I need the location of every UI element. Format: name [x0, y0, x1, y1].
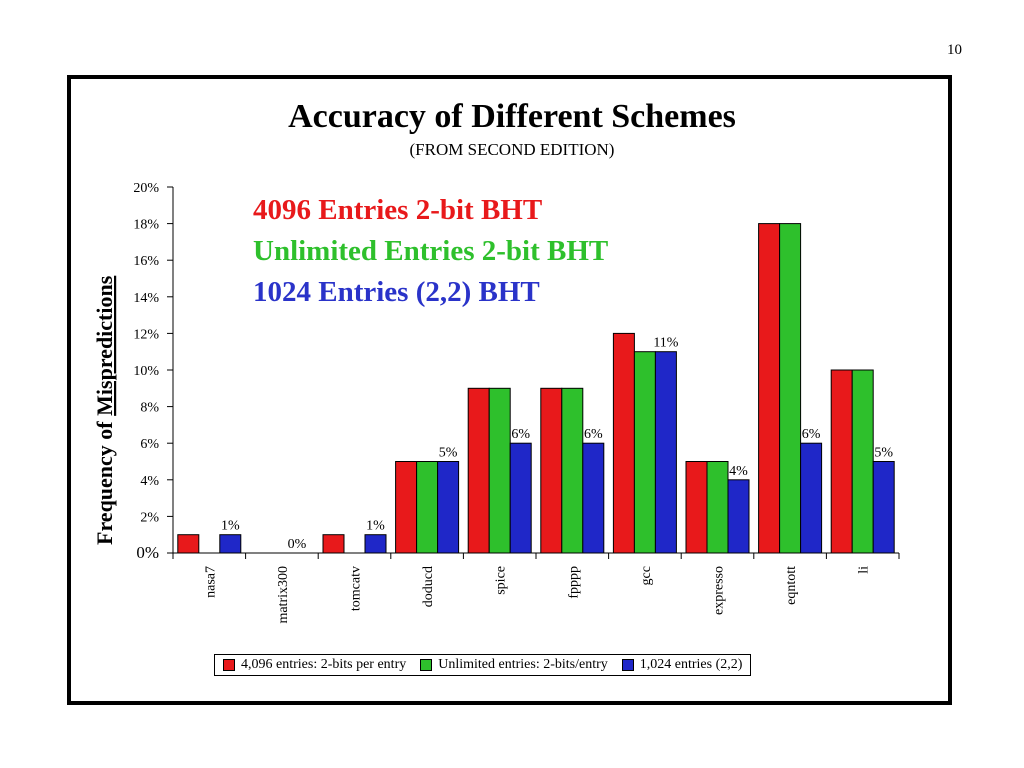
x-tick-label-tomcatv: tomcatv — [349, 566, 364, 611]
bar-doducd-series-3 — [437, 461, 460, 554]
data-label-expresso: 4% — [729, 464, 748, 479]
bar-expresso-series-2 — [706, 461, 729, 554]
bar-eqntott-series-3 — [800, 442, 823, 554]
annotation-1024-entries: 1024 Entries (2,2) BHT — [253, 276, 540, 308]
bar-expresso-series-1 — [685, 461, 708, 554]
x-tick-label-gcc: gcc — [639, 566, 654, 585]
y-axis-label: Frequency of Mispredictions — [92, 275, 117, 545]
data-label-fpppp: 6% — [584, 427, 603, 442]
chart-title: Accuracy of Different Schemes — [288, 98, 736, 135]
chart-frame — [67, 75, 952, 705]
x-tick-label-eqntott: eqntott — [784, 566, 799, 605]
bar-fpppp-series-1 — [540, 387, 563, 554]
data-label-li: 5% — [874, 446, 893, 461]
y-tick-label: 12% — [133, 327, 159, 342]
legend-item-unlimited: Unlimited entries: 2-bits/entry — [420, 657, 608, 673]
data-label-nasa7: 1% — [221, 519, 240, 534]
bar-gcc-series-3 — [654, 351, 677, 554]
y-tick-label: 16% — [133, 254, 159, 269]
data-label-spice: 6% — [511, 427, 530, 442]
x-tick-label-doducd: doducd — [421, 566, 436, 607]
y-tick-label: 2% — [140, 510, 159, 525]
legend-label-4096: 4,096 entries: 2-bits per entry — [241, 657, 407, 672]
x-tick-label-nasa7: nasa7 — [203, 566, 218, 598]
chart-subtitle: (FROM SECOND EDITION) — [409, 140, 615, 159]
y-axis-label-emphasis: Mispredictions — [92, 275, 117, 416]
bar-doducd-series-1 — [395, 461, 418, 554]
data-label-eqntott: 6% — [802, 427, 821, 442]
bar-li-series-3 — [872, 461, 895, 554]
bar-li-series-2 — [851, 369, 874, 554]
bar-fpppp-series-2 — [561, 387, 584, 554]
y-tick-label: 6% — [140, 437, 159, 452]
bar-doducd-series-2 — [416, 461, 439, 554]
x-tick-label-spice: spice — [494, 566, 509, 595]
y-tick-label: 20% — [133, 181, 159, 196]
legend-swatch-4096 — [223, 659, 235, 671]
y-tick-label: 18% — [133, 218, 159, 233]
chart-legend: 4,096 entries: 2-bits per entry Unlimite… — [214, 654, 752, 676]
legend-swatch-1024 — [621, 659, 634, 671]
y-tick-label: 10% — [133, 364, 159, 379]
page-number: 10 — [947, 42, 962, 58]
x-tick-label-expresso: expresso — [712, 566, 727, 615]
x-tick-label-fpppp: fpppp — [566, 566, 581, 599]
bar-spice-series-2 — [488, 387, 511, 554]
y-tick-label: 4% — [140, 474, 159, 489]
data-label-gcc: 11% — [653, 336, 678, 351]
bar-nasa7-series-1 — [177, 534, 200, 554]
x-tick-label-li: li — [857, 566, 872, 574]
bar-tomcatv-series-1 — [322, 534, 345, 554]
bar-nasa7-series-3 — [219, 534, 242, 554]
y-tick-label: 0% — [136, 543, 159, 562]
bar-gcc-series-2 — [633, 351, 656, 554]
x-tick-label-matrix300: matrix300 — [276, 566, 291, 624]
legend-swatch-unlimited — [420, 659, 433, 671]
bar-gcc-series-1 — [612, 332, 635, 554]
y-axis-label-prefix: Frequency of — [92, 416, 117, 545]
bar-fpppp-series-3 — [582, 442, 605, 554]
data-label-tomcatv: 1% — [366, 519, 385, 534]
bar-spice-series-1 — [467, 387, 490, 554]
legend-label-1024: 1,024 entries (2,2) — [639, 657, 743, 672]
annotation-4096-entries: 4096 Entries 2-bit BHT — [253, 194, 543, 226]
annotation-unlimited-entries: Unlimited Entries 2-bit BHT — [253, 235, 609, 267]
legend-label-unlimited: Unlimited entries: 2-bits/entry — [438, 657, 608, 672]
bar-spice-series-3 — [509, 442, 532, 554]
data-label-doducd: 5% — [439, 446, 458, 461]
y-tick-label: 8% — [140, 401, 159, 416]
bar-li-series-1 — [830, 369, 853, 554]
bar-tomcatv-series-3 — [364, 534, 387, 554]
bar-eqntott-series-1 — [758, 223, 781, 554]
data-label-matrix300: 0% — [288, 537, 307, 552]
legend-item-4096: 4,096 entries: 2-bits per entry — [223, 657, 406, 673]
y-tick-label: 14% — [133, 291, 159, 306]
bar-expresso-series-3 — [727, 479, 750, 554]
legend-item-1024: 1,024 entries (2,2) — [621, 657, 743, 673]
bar-eqntott-series-2 — [779, 223, 802, 554]
